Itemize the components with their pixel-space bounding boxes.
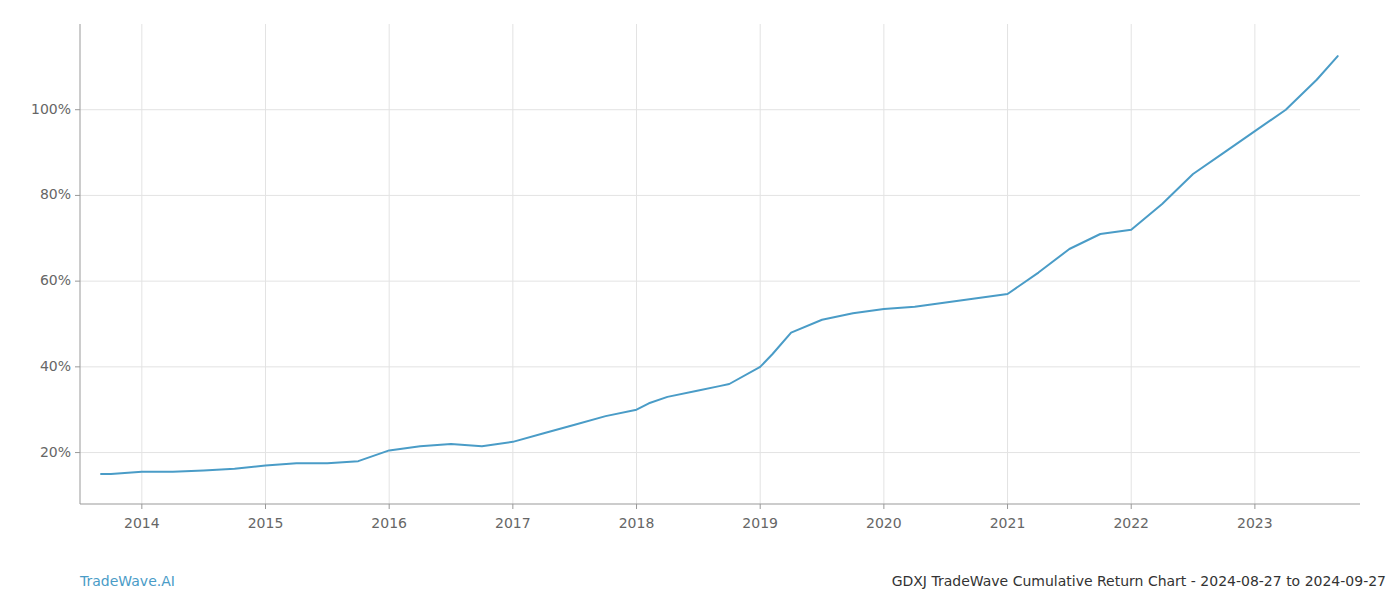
- x-tick-mark: [1007, 504, 1008, 509]
- x-tick-mark: [636, 504, 637, 509]
- x-tick-mark: [389, 504, 390, 509]
- grid-line-x: [1131, 24, 1132, 504]
- grid-line-x: [1007, 24, 1008, 504]
- y-tick-label: 40%: [40, 358, 71, 374]
- y-tick-mark: [75, 366, 80, 367]
- x-tick-mark: [265, 504, 266, 509]
- grid: [80, 24, 1360, 504]
- y-tick-label: 100%: [31, 101, 71, 117]
- x-tick-label: 2017: [495, 515, 531, 531]
- y-axis-line: [80, 24, 81, 504]
- grid-line-y: [80, 452, 1360, 453]
- x-tick-label: 2021: [990, 515, 1026, 531]
- x-axis-line: [80, 504, 1360, 505]
- watermark: TradeWave.AI: [79, 573, 175, 589]
- grid-line-y: [80, 366, 1360, 367]
- x-tick-label: 2018: [619, 515, 655, 531]
- grid-line-x: [389, 24, 390, 504]
- grid-line-x: [141, 24, 142, 504]
- x-tick-label: 2023: [1237, 515, 1273, 531]
- x-tick-label: 2020: [866, 515, 902, 531]
- y-tick-label: 20%: [40, 444, 71, 460]
- x-tick-mark: [1254, 504, 1255, 509]
- grid-line-y: [80, 281, 1360, 282]
- x-tick-label: 2016: [371, 515, 407, 531]
- y-tick-label: 60%: [40, 272, 71, 288]
- grid-line-x: [760, 24, 761, 504]
- grid-line-x: [883, 24, 884, 504]
- x-tick-mark: [883, 504, 884, 509]
- x-tick-mark: [512, 504, 513, 509]
- x-ticks: 2014 2015 2016 2017 2018 2019 2020 2021 2022 2023: [124, 504, 1273, 531]
- grid-line-y: [80, 109, 1360, 110]
- grid-line-y: [80, 195, 1360, 196]
- background: [0, 0, 1400, 600]
- y-tick-mark: [75, 195, 80, 196]
- y-tick-mark: [75, 452, 80, 453]
- y-ticks: 20% 40% 60% 80% 100%: [31, 101, 80, 460]
- data-line: [101, 56, 1338, 474]
- y-tick-mark: [75, 281, 80, 282]
- x-tick-label: 2019: [742, 515, 778, 531]
- grid-line-x: [1254, 24, 1255, 504]
- x-tick-mark: [1131, 504, 1132, 509]
- x-tick-label: 2014: [124, 515, 160, 531]
- chart-title: GDXJ TradeWave Cumulative Return Chart -…: [892, 573, 1386, 589]
- grid-line-x: [512, 24, 513, 504]
- chart-container: 2014 2015 2016 2017 2018 2019 2020 2021 2022 2023…: [0, 0, 1400, 600]
- x-tick-mark: [760, 504, 761, 509]
- chart-svg: 2014 2015 2016 2017 2018 2019 2020 2021 2022 2023…: [0, 0, 1400, 600]
- x-tick-mark: [141, 504, 142, 509]
- y-tick-label: 80%: [40, 186, 71, 202]
- plot-area: [101, 56, 1338, 474]
- grid-line-x: [265, 24, 266, 504]
- y-tick-mark: [75, 109, 80, 110]
- grid-line-x: [636, 24, 637, 504]
- x-tick-label: 2015: [248, 515, 284, 531]
- x-tick-label: 2022: [1113, 515, 1149, 531]
